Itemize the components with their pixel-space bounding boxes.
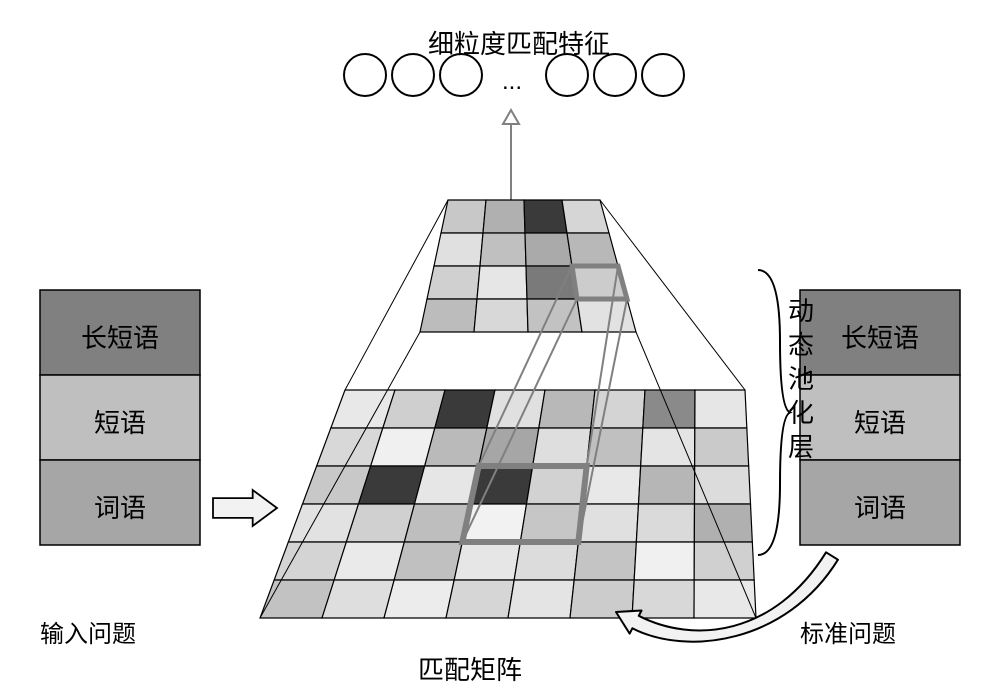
left-stack-label: 输入问题 <box>40 614 200 649</box>
left-row-2: 词语 <box>40 488 200 525</box>
right-row-2: 词语 <box>800 488 960 525</box>
ellipsis: ... <box>502 68 522 96</box>
title: 细粒度匹配特征 <box>428 24 610 61</box>
left-row-1: 短语 <box>40 403 200 440</box>
left-row-0: 长短语 <box>40 318 200 355</box>
bottom-grid-label: 匹配矩阵 <box>418 650 522 687</box>
right-row-1: 短语 <box>800 403 960 440</box>
right-row-0: 长短语 <box>800 318 960 355</box>
right-stack-label: 标准问题 <box>800 614 960 649</box>
